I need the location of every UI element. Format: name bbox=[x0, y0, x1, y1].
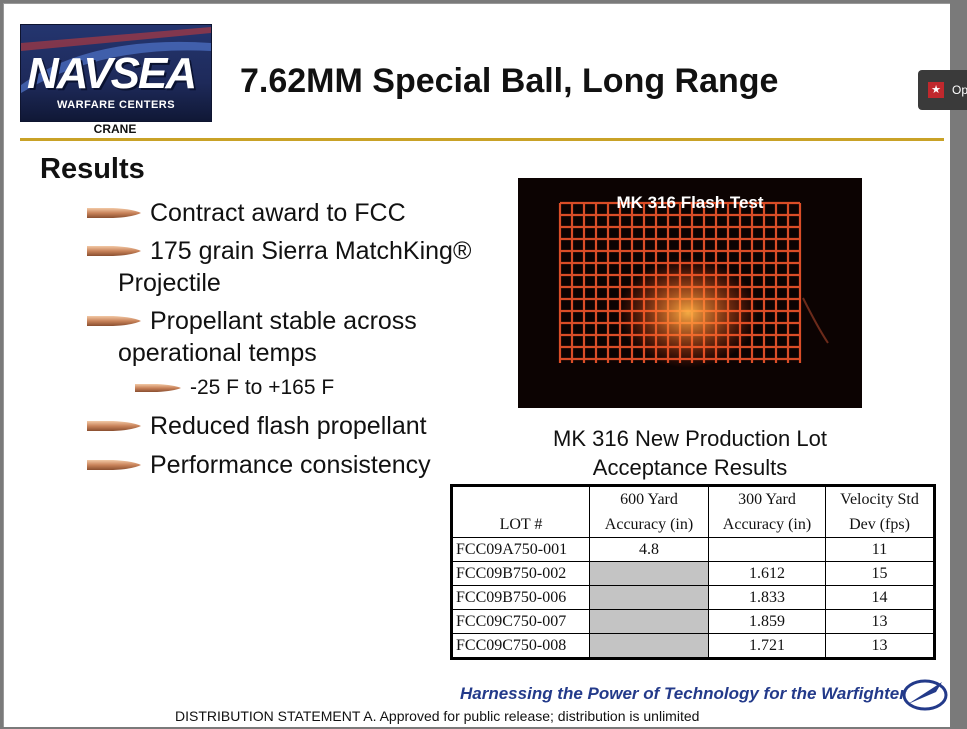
bullet-icon bbox=[87, 206, 141, 220]
cell-300: 1.612 bbox=[708, 561, 826, 586]
table-header-row: LOT # 600 Yard Accuracy (in) 300 Yard Accu… bbox=[451, 485, 935, 538]
open-pdf-label: Op bbox=[952, 83, 967, 97]
cell-300: 1.721 bbox=[708, 633, 826, 659]
bullet-icon bbox=[87, 244, 141, 258]
bullet-icon bbox=[87, 458, 141, 472]
cell-vsd: 11 bbox=[825, 537, 935, 562]
header-lot-label: LOT # bbox=[499, 516, 543, 533]
logo-badge: NAVSEA WARFARE CENTERS bbox=[20, 24, 212, 122]
lot-acceptance-table: LOT # 600 Yard Accuracy (in) 300 Yard Accu… bbox=[450, 484, 936, 660]
table-row: FCC09B750-006 1.833 14 bbox=[451, 585, 935, 610]
flash-test-photo: MK 316 Flash Test bbox=[518, 178, 862, 408]
table-row: FCC09C750-008 1.721 13 bbox=[451, 633, 935, 659]
cell-lot: FCC09C750-008 bbox=[451, 633, 590, 659]
open-pdf-button[interactable]: ★ Op bbox=[918, 70, 967, 110]
section-heading: Results bbox=[40, 153, 145, 185]
sub-bullet-text: -25 F to +165 F bbox=[190, 376, 335, 399]
slide-title: 7.62MM Special Ball, Long Range bbox=[240, 62, 779, 100]
cell-vsd: 15 bbox=[825, 561, 935, 586]
cell-600-gray bbox=[589, 585, 709, 610]
navsea-swoosh-icon bbox=[902, 676, 948, 717]
cell-300 bbox=[708, 537, 826, 562]
title-divider bbox=[20, 138, 944, 141]
table-caption-line1: MK 316 New Production Lot bbox=[553, 426, 827, 451]
bullet-text: Propellant stable across bbox=[150, 307, 417, 335]
bullet-text: Contract award to FCC bbox=[150, 199, 406, 227]
table-caption-line2: Acceptance Results bbox=[592, 455, 788, 480]
cell-300: 1.859 bbox=[708, 609, 826, 634]
sub-bullet-icon bbox=[135, 382, 189, 396]
header-line: Dev (fps) bbox=[849, 516, 910, 533]
logo-swoosh-graphic bbox=[21, 27, 211, 93]
cell-lot: FCC09C750-007 bbox=[451, 609, 590, 634]
photo-caption: MK 316 Flash Test bbox=[616, 193, 764, 212]
footer-tagline: Harnessing the Power of Technology for t… bbox=[460, 684, 906, 703]
cell-lot: FCC09A750-001 bbox=[451, 537, 590, 562]
header-line: Accuracy (in) bbox=[722, 516, 812, 533]
pdf-icon: ★ bbox=[928, 82, 944, 98]
cell-600-gray bbox=[589, 633, 709, 659]
header-line: 300 Yard bbox=[738, 491, 796, 508]
header-line: 600 Yard bbox=[620, 491, 678, 508]
bullet-text: Performance consistency bbox=[150, 451, 431, 479]
distribution-statement: DISTRIBUTION STATEMENT A. Approved for p… bbox=[175, 708, 700, 724]
cell-600: 4.8 bbox=[589, 537, 709, 562]
bullet-text: 175 grain Sierra MatchKing® bbox=[150, 237, 472, 265]
logo-wordmark: NAVSEA bbox=[27, 49, 197, 98]
logo-subtitle: WARFARE CENTERS bbox=[56, 99, 176, 111]
header-lot: LOT # bbox=[451, 485, 590, 538]
header-600-yard: 600 Yard Accuracy (in) bbox=[589, 485, 709, 538]
navsea-logo: NAVSEA WARFARE CENTERS CRANE bbox=[20, 24, 212, 136]
cell-vsd: 13 bbox=[825, 633, 935, 659]
table-row: FCC09C750-007 1.859 13 bbox=[451, 609, 935, 634]
bullet-text: Reduced flash propellant bbox=[150, 412, 427, 440]
cell-vsd: 14 bbox=[825, 585, 935, 610]
header-line: Accuracy (in) bbox=[604, 516, 694, 533]
bullet-text-continued: operational temps bbox=[118, 339, 317, 367]
table-row: FCC09A750-001 4.8 11 bbox=[451, 537, 935, 562]
cell-vsd: 13 bbox=[825, 609, 935, 634]
cell-600-gray bbox=[589, 561, 709, 586]
header-velocity: Velocity Std Dev (fps) bbox=[825, 485, 935, 538]
bullet-icon bbox=[87, 314, 141, 328]
flash-grid-graphic bbox=[558, 201, 829, 368]
cell-lot: FCC09B750-002 bbox=[451, 561, 590, 586]
cell-lot: FCC09B750-006 bbox=[451, 585, 590, 610]
cell-300: 1.833 bbox=[708, 585, 826, 610]
slide: NAVSEA WARFARE CENTERS CRANE 7.62MM Spec… bbox=[3, 3, 950, 727]
header-line: Velocity Std bbox=[840, 491, 919, 508]
bullet-text-continued: Projectile bbox=[118, 269, 221, 297]
table-row: FCC09B750-002 1.612 15 bbox=[451, 561, 935, 586]
logo-location: CRANE bbox=[93, 122, 137, 136]
bullet-icon bbox=[87, 419, 141, 433]
cell-600-gray bbox=[589, 609, 709, 634]
header-300-yard: 300 Yard Accuracy (in) bbox=[708, 485, 826, 538]
